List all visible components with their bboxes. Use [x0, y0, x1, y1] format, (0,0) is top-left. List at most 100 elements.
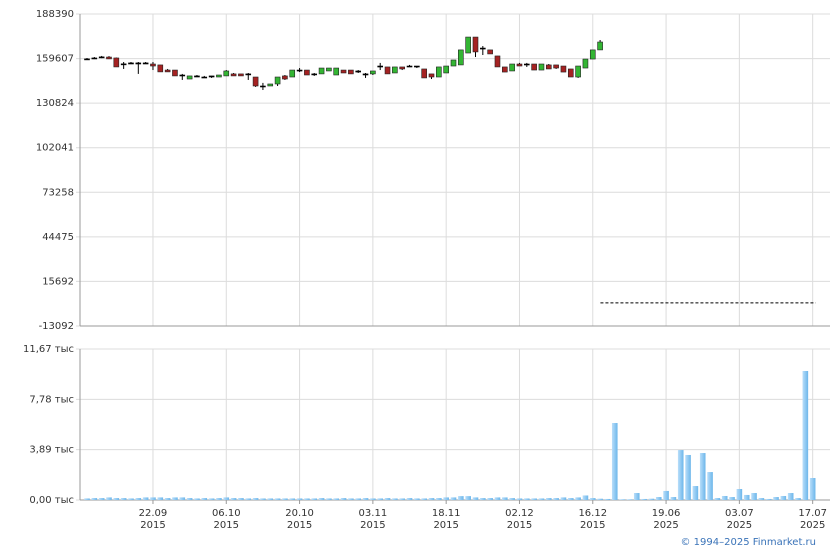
bar — [692, 486, 699, 500]
candle-body — [245, 73, 252, 76]
bar — [98, 498, 105, 500]
candle-body — [333, 67, 340, 76]
y-tick-label: -13092 — [39, 321, 74, 332]
bar — [216, 498, 222, 500]
bar — [575, 497, 581, 500]
candle-body — [113, 57, 120, 68]
bar — [553, 498, 559, 500]
candle-body — [450, 59, 457, 67]
bar — [238, 498, 244, 500]
candle-body — [142, 62, 149, 65]
y-tick-label: 44475 — [42, 232, 74, 243]
candle-body — [480, 47, 486, 50]
y-tick-label: 102041 — [36, 143, 74, 154]
candle-body — [582, 58, 589, 69]
candle-body — [157, 64, 164, 73]
y-tick-label: 3,89 тыс — [29, 445, 74, 456]
candle-body — [545, 64, 552, 70]
bar — [509, 498, 515, 500]
candle-body — [538, 63, 545, 71]
x-tick-label: 18.11 — [432, 508, 461, 519]
bar — [318, 498, 325, 500]
bar — [758, 498, 765, 500]
candle-body — [502, 66, 508, 73]
bar — [348, 498, 354, 500]
bar — [150, 497, 156, 500]
y-tick-label: 130824 — [36, 98, 74, 109]
y-tick-label: 11,67 тыс — [23, 344, 74, 355]
bar — [113, 498, 120, 500]
bar — [773, 497, 779, 500]
bar — [120, 498, 127, 500]
bar — [340, 498, 347, 500]
bar — [699, 453, 706, 500]
bar — [245, 498, 252, 500]
x-tick-label: 2025 — [653, 520, 678, 531]
candle-body — [172, 69, 178, 77]
bar — [560, 497, 567, 500]
candle-body — [260, 85, 266, 88]
bar — [106, 497, 112, 500]
candle-body — [296, 69, 303, 72]
candle-body — [252, 76, 259, 87]
bar — [567, 498, 574, 500]
bar — [465, 496, 471, 500]
candle-body — [311, 73, 318, 76]
candle-body — [186, 75, 193, 80]
candle-body — [91, 57, 98, 60]
bar — [142, 497, 149, 500]
candle-body — [98, 56, 105, 59]
candle-body — [362, 73, 369, 76]
x-tick-label: 02.12 — [505, 508, 534, 519]
bar — [714, 498, 721, 500]
bar — [802, 370, 809, 500]
bar — [648, 498, 655, 500]
bar — [289, 498, 296, 500]
candle-body — [120, 63, 127, 66]
candle-body — [208, 75, 215, 78]
x-tick-label: 2015 — [580, 520, 605, 531]
candle-body — [340, 69, 347, 74]
bar — [458, 496, 464, 500]
bar — [655, 497, 662, 500]
candle-body — [487, 49, 493, 55]
x-tick-label: 06.10 — [212, 508, 241, 519]
bar — [362, 498, 369, 500]
bar — [502, 497, 508, 500]
bar — [685, 454, 691, 500]
bar — [663, 490, 669, 500]
bar — [721, 495, 728, 500]
candle-body — [326, 67, 332, 72]
candle-body — [84, 58, 90, 61]
candle-body — [392, 66, 398, 74]
bar — [399, 498, 405, 500]
y-tick-label: 188390 — [36, 9, 74, 20]
bar — [230, 498, 237, 500]
x-tick-label: 16.12 — [578, 508, 607, 519]
bar — [377, 498, 383, 500]
candle-body — [289, 69, 296, 78]
candle-body — [399, 66, 405, 70]
bar — [743, 494, 750, 500]
x-tick-label: 2015 — [360, 520, 385, 531]
candle-body — [589, 49, 596, 60]
bar — [172, 497, 178, 500]
candle-body — [428, 73, 435, 78]
bar — [736, 489, 743, 500]
candle-body — [531, 63, 537, 71]
x-tick-label: 2015 — [140, 520, 165, 531]
bar — [597, 498, 603, 500]
candle-body — [318, 67, 325, 75]
bar — [707, 472, 713, 500]
y-tick-label: 159607 — [36, 54, 74, 65]
bar — [619, 499, 625, 500]
bar — [472, 497, 479, 500]
bar — [201, 498, 208, 500]
bar — [392, 498, 398, 500]
candle-body — [443, 65, 449, 74]
x-tick-label: 2015 — [507, 520, 532, 531]
candle-body — [458, 49, 464, 66]
candle-body — [516, 63, 523, 67]
bar — [611, 423, 618, 500]
candle-body — [436, 66, 442, 78]
